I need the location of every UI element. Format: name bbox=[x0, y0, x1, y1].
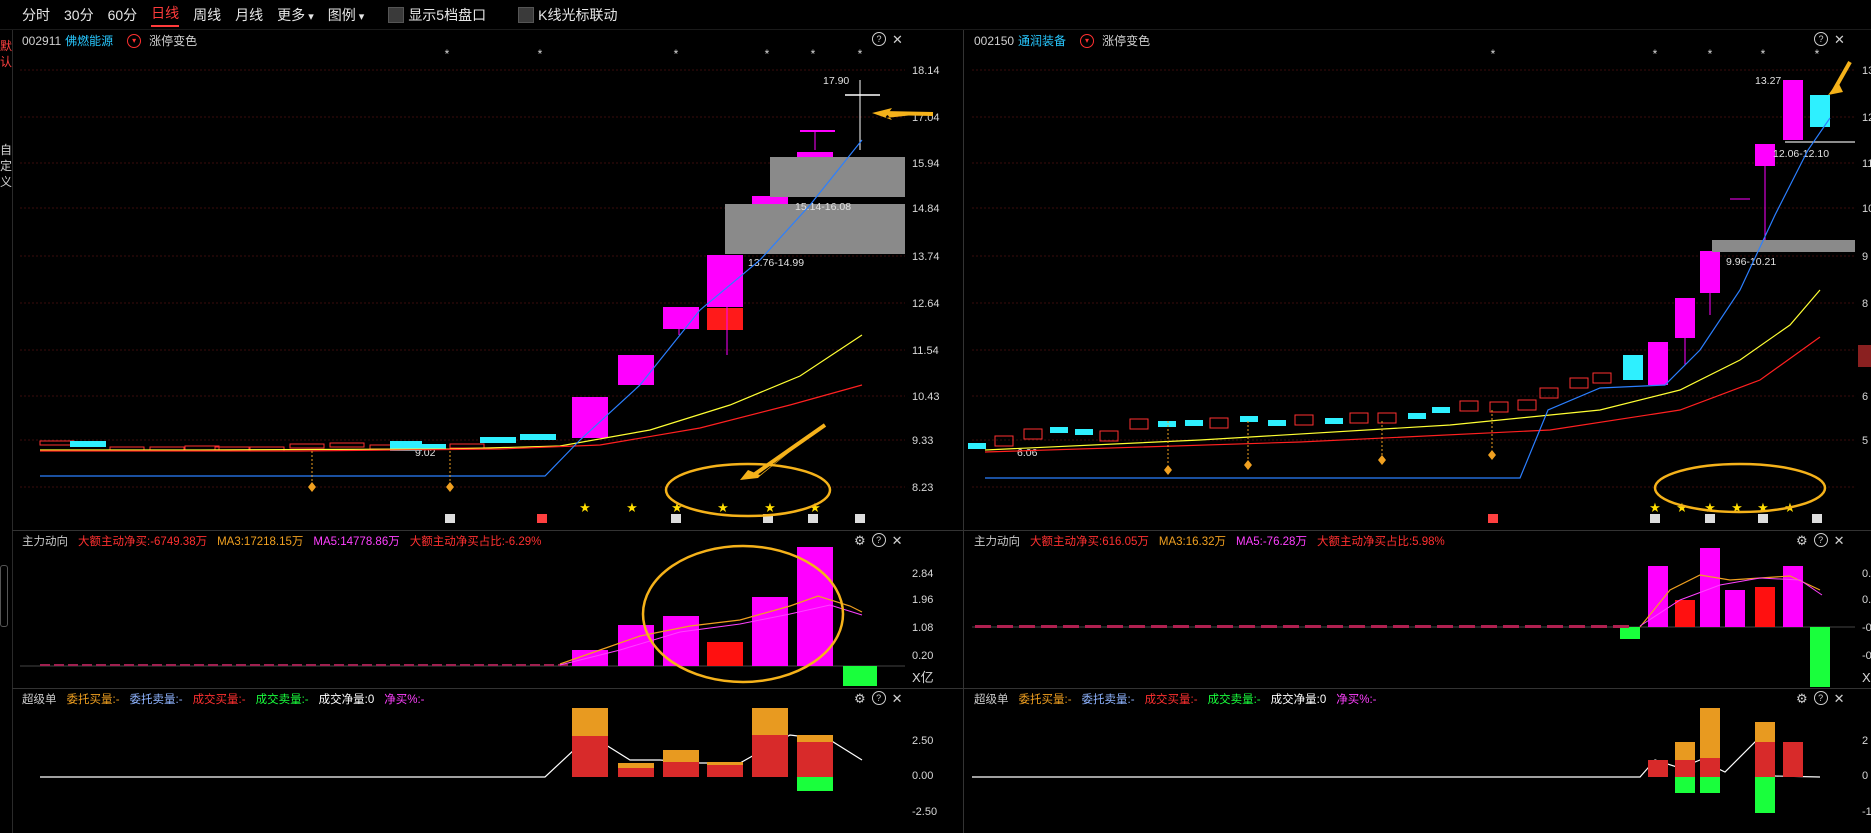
flow-ratio: 大额主动净买占比:-6.29% bbox=[409, 536, 542, 548]
stock-code: 002911 bbox=[22, 33, 62, 48]
panel-controls: ⚙ ? ✕ bbox=[1796, 533, 1845, 549]
tab-fenshi[interactable]: 分时 bbox=[22, 6, 50, 23]
left-side-strip: 默认 自定义 bbox=[0, 30, 13, 833]
divider bbox=[12, 530, 1871, 531]
help-icon[interactable]: ? bbox=[1813, 533, 1828, 547]
flow-ma5: MA5:-76.28万 bbox=[1236, 536, 1307, 548]
panel-controls: ? ✕ bbox=[872, 32, 903, 48]
settings-icon[interactable]: ⚙ bbox=[854, 533, 866, 548]
help-icon[interactable]: ? bbox=[871, 691, 886, 705]
super-header: 超级单 委托买量:- 委托卖量:- 成交买量:- 成交卖量:- 成交净量:0 净… bbox=[22, 691, 424, 707]
flow-ma3: MA3:17218.15万 bbox=[217, 536, 304, 548]
checkbox-icon bbox=[518, 6, 535, 23]
super-f: 净买%:- bbox=[384, 694, 425, 706]
chevron-down-icon[interactable]: ▾ bbox=[1080, 33, 1095, 48]
super-e: 成交净量:0 bbox=[1270, 694, 1327, 706]
right-flow-panel: 主力动向 大额主动净买:616.05万 MA3:16.32万 MA5:-76.2… bbox=[964, 531, 1871, 688]
right-stock-header: 002150 通润装备 ▾ 涨停变色 bbox=[974, 32, 1150, 49]
tab-60min[interactable]: 60分 bbox=[107, 6, 138, 23]
super-d: 成交卖量:- bbox=[255, 694, 309, 706]
settings-icon[interactable]: ⚙ bbox=[1796, 533, 1808, 548]
left-super-panel: 超级单 委托买量:- 委托卖量:- 成交买量:- 成交卖量:- 成交净量:0 净… bbox=[12, 689, 963, 833]
super-title: 超级单 bbox=[974, 694, 1009, 706]
tab-weekly[interactable]: 周线 bbox=[193, 6, 222, 23]
show-5-level-label: 显示5档盘口 bbox=[408, 6, 487, 23]
period-toolbar: 分时 30分 60分 日线 周线 月线 更多 图例 显示5档盘口 K线光标联动 bbox=[0, 0, 1871, 30]
cursor-link-checkbox[interactable]: K线光标联动 bbox=[518, 5, 617, 25]
custom-tab[interactable]: 自定义 bbox=[0, 143, 13, 189]
tab-30min[interactable]: 30分 bbox=[64, 6, 94, 23]
panel-controls: ⚙ ? ✕ bbox=[854, 533, 903, 549]
right-super-panel: 超级单 委托买量:- 委托卖量:- 成交买量:- 成交卖量:- 成交净量:0 净… bbox=[964, 689, 1871, 833]
flow-title: 主力动向 bbox=[974, 536, 1020, 548]
flow-header: 主力动向 大额主动净买:616.05万 MA3:16.32万 MA5:-76.2… bbox=[974, 533, 1445, 549]
super-header: 超级单 委托买量:- 委托卖量:- 成交买量:- 成交卖量:- 成交净量:0 净… bbox=[974, 691, 1376, 707]
help-icon[interactable]: ? bbox=[871, 533, 886, 547]
tab-daily[interactable]: 日线 bbox=[151, 3, 180, 27]
stock-name[interactable]: 通润装备 bbox=[1018, 34, 1067, 48]
settings-icon[interactable]: ⚙ bbox=[1796, 691, 1808, 706]
stock-code: 002150 bbox=[974, 33, 1015, 48]
close-icon[interactable]: ✕ bbox=[892, 32, 903, 47]
panel-controls: ⚙ ? ✕ bbox=[1796, 691, 1845, 707]
left-kline-panel: 002911 佛燃能源 ▾ 涨停变色 ? ✕ bbox=[12, 30, 963, 530]
checkbox-icon bbox=[388, 6, 405, 23]
flow-net: 大额主动净买:616.05万 bbox=[1030, 536, 1149, 548]
super-b: 委托卖量:- bbox=[129, 694, 183, 706]
flow-ratio: 大额主动净买占比:5.98% bbox=[1316, 536, 1445, 548]
left-flow-panel: 主力动向 大额主动净买:-6749.38万 MA3:17218.15万 MA5:… bbox=[12, 531, 963, 688]
super-c: 成交买量:- bbox=[192, 694, 246, 706]
flow-net: 大额主动净买:-6749.38万 bbox=[78, 536, 208, 548]
super-a: 委托买量:- bbox=[1018, 694, 1072, 706]
legend-dropdown[interactable]: 图例 bbox=[328, 5, 365, 25]
close-icon[interactable]: ✕ bbox=[891, 533, 903, 548]
help-icon[interactable]: ? bbox=[1814, 32, 1828, 46]
stock-name[interactable]: 佛燃能源 bbox=[65, 34, 114, 48]
super-b: 委托卖量:- bbox=[1081, 694, 1135, 706]
close-icon[interactable]: ✕ bbox=[1834, 32, 1845, 47]
panel-controls: ? ✕ bbox=[1814, 32, 1845, 48]
scroll-handle[interactable] bbox=[0, 565, 8, 627]
settings-icon[interactable]: ⚙ bbox=[854, 691, 866, 706]
flow-header: 主力动向 大额主动净买:-6749.38万 MA3:17218.15万 MA5:… bbox=[22, 533, 541, 549]
panel-controls: ⚙ ? ✕ bbox=[854, 691, 903, 707]
flow-title: 主力动向 bbox=[22, 536, 68, 548]
tab-monthly[interactable]: 月线 bbox=[235, 6, 264, 23]
panel-divider bbox=[963, 30, 964, 833]
close-icon[interactable]: ✕ bbox=[1833, 533, 1845, 548]
right-kline-panel: 002150 通润装备 ▾ 涨停变色 ? ✕ bbox=[964, 30, 1871, 530]
limit-color-label: 涨停变色 bbox=[1102, 34, 1151, 48]
super-d: 成交卖量:- bbox=[1207, 694, 1261, 706]
close-icon[interactable]: ✕ bbox=[1833, 691, 1845, 706]
limit-color-label: 涨停变色 bbox=[149, 34, 198, 48]
flow-ma3: MA3:16.32万 bbox=[1158, 536, 1226, 548]
divider bbox=[12, 688, 1871, 689]
super-f: 净买%:- bbox=[1336, 694, 1377, 706]
super-e: 成交净量:0 bbox=[318, 694, 375, 706]
chevron-down-icon[interactable]: ▾ bbox=[127, 33, 142, 48]
help-icon[interactable]: ? bbox=[872, 32, 886, 46]
default-tab[interactable]: 默认 bbox=[0, 39, 13, 69]
super-a: 委托买量:- bbox=[66, 694, 120, 706]
show-5-level-checkbox[interactable]: 显示5档盘口 bbox=[388, 5, 486, 25]
flow-ma5: MA5:14778.86万 bbox=[313, 536, 400, 548]
super-title: 超级单 bbox=[22, 694, 57, 706]
cursor-link-label: K线光标联动 bbox=[538, 6, 618, 23]
help-icon[interactable]: ? bbox=[1813, 691, 1828, 705]
super-c: 成交买量:- bbox=[1144, 694, 1198, 706]
close-icon[interactable]: ✕ bbox=[891, 691, 903, 706]
left-stock-header: 002911 佛燃能源 ▾ 涨停变色 bbox=[22, 32, 197, 49]
more-dropdown[interactable]: 更多 bbox=[277, 5, 314, 25]
